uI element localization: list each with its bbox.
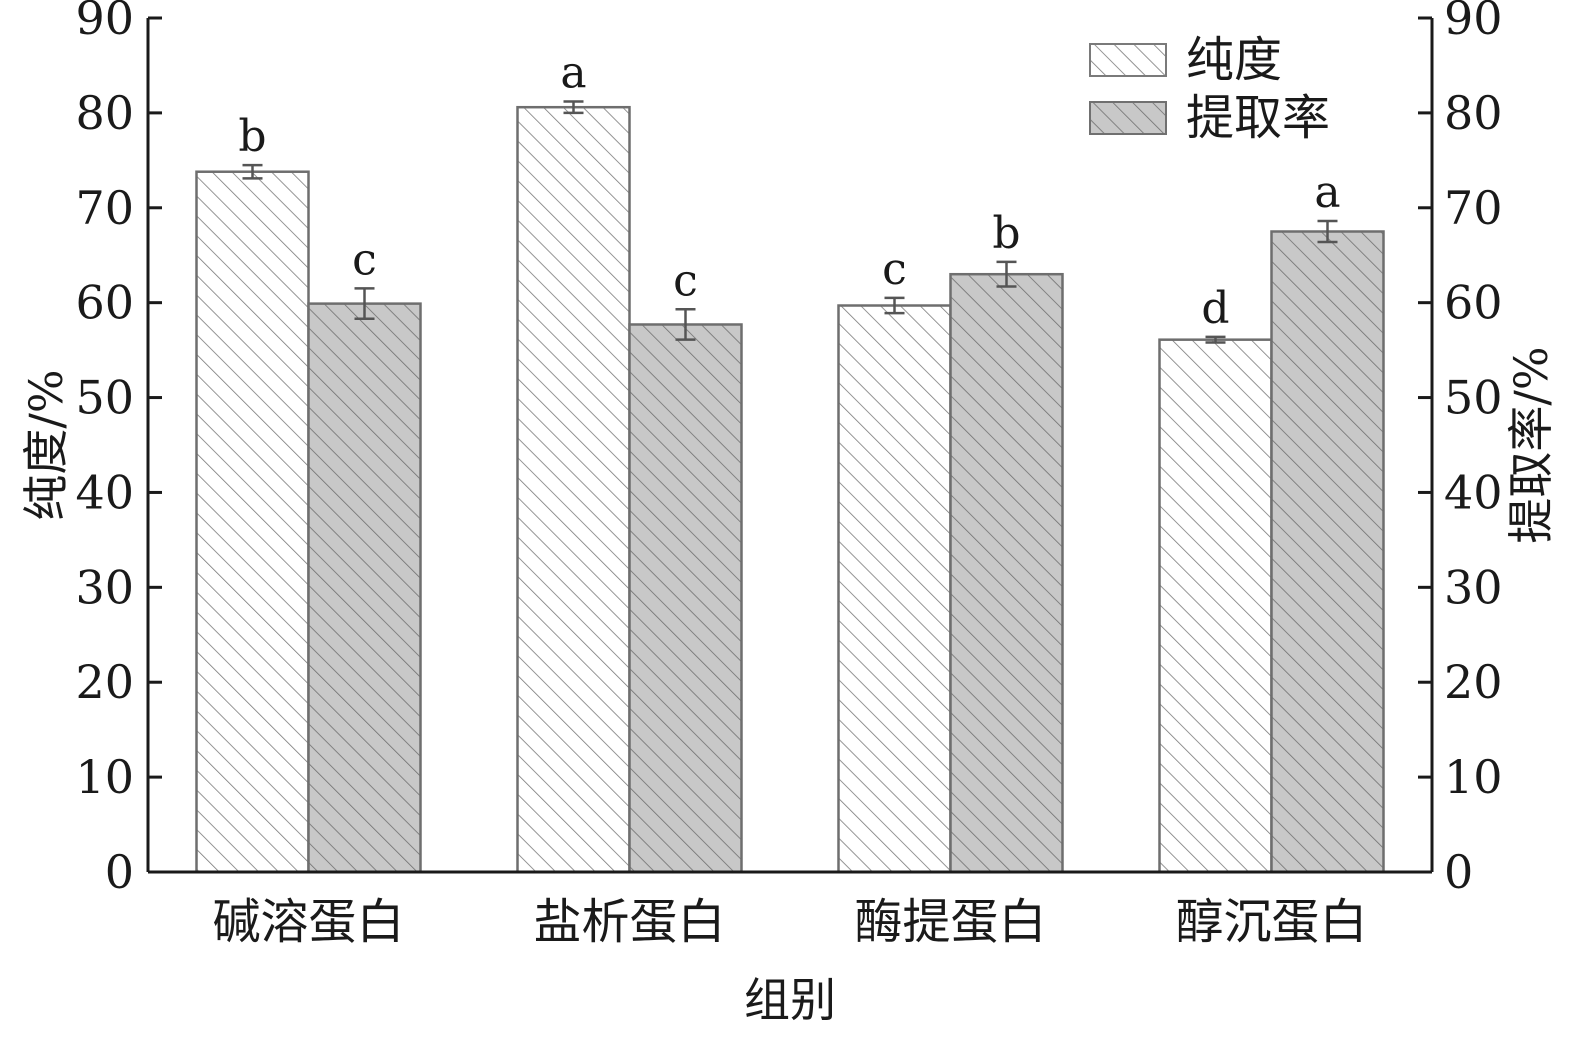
y-tick-label: 10 <box>75 750 134 804</box>
y2-tick-label: 80 <box>1444 86 1503 140</box>
y2-tick-label: 10 <box>1444 750 1503 804</box>
y2-tick-label: 30 <box>1444 560 1503 614</box>
y-tick-label: 0 <box>105 845 134 899</box>
bars-layer <box>195 100 1385 874</box>
y2-axis-title: 提取率/% <box>1504 346 1558 543</box>
significance-label: c <box>673 255 698 306</box>
legend-label-yield: 提取率 <box>1186 90 1330 146</box>
y-tick-label: 90 <box>75 0 134 45</box>
bar-yield <box>949 272 1064 874</box>
significance-label: a <box>560 48 586 99</box>
x-category-label: 醇沉蛋白 <box>1175 894 1367 950</box>
y2-tick-label: 50 <box>1444 371 1503 425</box>
x-category-label: 酶提蛋白 <box>854 894 1046 950</box>
y2-tick-label: 20 <box>1444 655 1503 709</box>
y-tick-label: 50 <box>75 371 134 425</box>
y-axis-title: 纯度/% <box>19 369 73 520</box>
y2-tick-label: 0 <box>1444 845 1473 899</box>
legend-swatch-purity <box>1089 43 1167 77</box>
y-tick-label: 60 <box>75 276 134 330</box>
significance-label: d <box>1201 283 1229 334</box>
significance-label: b <box>238 111 266 162</box>
legend-label-purity: 纯度 <box>1186 32 1282 88</box>
y-tick-label: 70 <box>75 181 134 235</box>
labels-layer: b c 碱溶蛋白 a c 盐析蛋白 c b 酶提蛋白 d a 醇沉蛋白 <box>212 48 1367 950</box>
bar-yield <box>1270 230 1385 874</box>
y-tick-label: 80 <box>75 86 134 140</box>
bar-purity <box>1158 338 1273 874</box>
x-category-label: 碱溶蛋白 <box>212 894 404 950</box>
x-category-label: 盐析蛋白 <box>533 894 725 950</box>
legend: 纯度 提取率 <box>1089 32 1330 146</box>
significance-label: a <box>1314 167 1340 218</box>
y2-tick-label: 70 <box>1444 181 1503 235</box>
legend-swatch-yield <box>1089 101 1167 135</box>
significance-label: c <box>352 234 377 285</box>
y2-tick-label: 40 <box>1444 465 1503 519</box>
y2-tick-label: 60 <box>1444 276 1503 330</box>
significance-label: c <box>882 244 907 295</box>
y2-tick-label: 90 <box>1444 0 1503 45</box>
ticks-layer: 0 0 10 10 20 20 30 30 40 40 50 50 60 60 70 70 80 80 90 90 <box>75 0 1502 899</box>
y-tick-label: 40 <box>75 465 134 519</box>
y-tick-label: 20 <box>75 655 134 709</box>
bar-purity <box>195 170 310 874</box>
y-tick-label: 30 <box>75 560 134 614</box>
bar-yield <box>628 323 743 874</box>
significance-label: b <box>992 208 1020 259</box>
bar-purity <box>837 304 952 874</box>
bar-purity <box>516 105 631 874</box>
bar-yield <box>307 302 422 874</box>
x-axis-title: 组别 <box>744 973 836 1027</box>
